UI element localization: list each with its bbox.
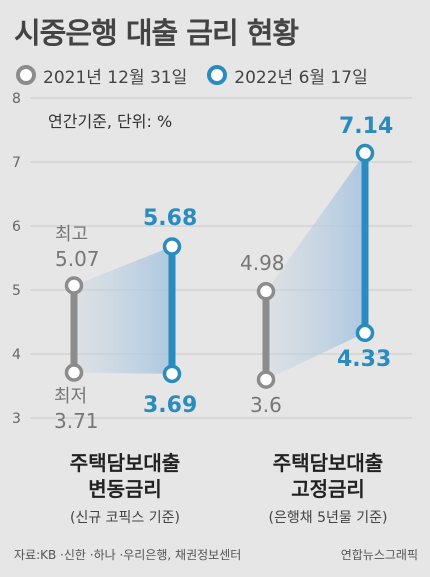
source-note: 자료:KB ·신한 ·하나 ·우리은행, 채권정보센터 [14,548,242,562]
dot-2021-high-g2 [256,282,276,301]
legend-label-2021: 2021년 12월 31일 [43,67,188,88]
chart-title: 시중은행 대출 금리 현황 [14,16,299,50]
legend-marker-2022 [207,65,228,85]
value-2021-high-g2: 4.98 [240,251,285,275]
y-tick-label-3: 3 [12,411,21,427]
credit-note: 연합뉴스그래픽 [340,548,418,562]
dot-2021-high-g1 [64,276,84,295]
category-variable-line2: 변동금리 [88,477,162,501]
dot-2022-low-g1 [162,364,182,384]
y-tick-label-6: 6 [12,219,21,235]
category-variable-note: (신규 코픽스 기준) [70,510,180,526]
dot-2021-low-g1 [64,363,84,382]
y-tick-label-5: 5 [12,283,21,299]
dot-2021-low-g2 [256,370,276,389]
category-fixed-line2: 고정금리 [291,477,365,501]
value-2021-high-g1: 5.07 [55,247,100,271]
category-fixed-note: (은행채 5년물 기준) [268,510,388,526]
unit-note: 연간기준, 단위: % [48,112,173,131]
dot-2022-high-g2 [355,143,375,163]
value-2022-low-g2: 4.33 [337,347,391,372]
dot-2022-low-g2 [355,323,375,343]
y-tick-label-7: 7 [12,155,21,171]
value-2021-low-g2: 3.6 [250,393,282,417]
change-band-g2 [266,153,365,380]
y-tick-label-8: 8 [12,91,21,107]
legend-label-2022: 2022년 6월 17일 [234,67,368,88]
tag-low-g1: 최저 [54,386,87,407]
category-label-variable: 주택담보대출 변동금리 (신규 코픽스 기준) [20,450,230,530]
value-2022-high-g1: 5.68 [143,206,197,231]
value-2022-low-g1: 3.69 [143,393,197,418]
legend-marker-2021 [16,65,36,85]
legend-item-2021: 2021년 12월 31일 [16,63,187,88]
legend-item-2022: 2022년 6월 17일 [207,63,368,88]
category-fixed-line1: 주택담보대출 [272,451,384,475]
tag-high-g1: 최고 [55,224,88,245]
value-2021-low-g1: 3.71 [54,409,99,433]
value-2022-high-g2: 7.14 [339,114,393,139]
category-label-fixed: 주택담보대출 고정금리 (은행채 5년물 기준) [228,450,428,530]
dot-2022-high-g1 [162,237,182,256]
change-band-g1 [74,246,172,374]
category-variable-line1: 주택담보대출 [69,451,181,475]
legend: 2021년 12월 31일 2022년 6월 17일 [16,60,388,90]
y-tick-label-4: 4 [12,347,21,363]
